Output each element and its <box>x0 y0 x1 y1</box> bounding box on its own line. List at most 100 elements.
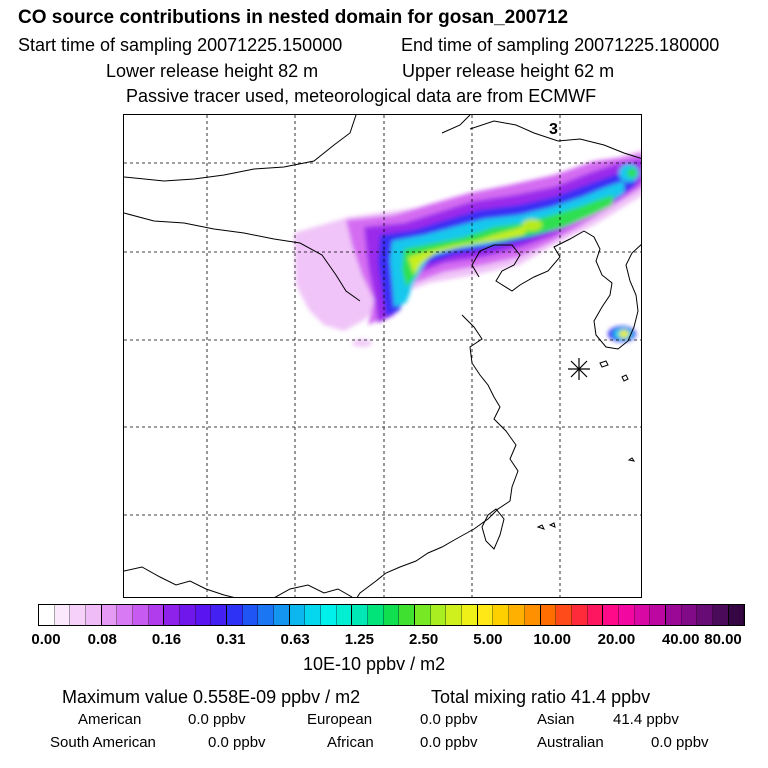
region-name-asian: Asian <box>537 711 575 728</box>
small-island-a <box>621 374 629 382</box>
northeast-border <box>441 115 641 159</box>
small-island-b <box>627 457 636 462</box>
colorbar-segment <box>101 605 118 625</box>
korea-coastline <box>583 230 641 350</box>
china-coastline <box>356 314 519 597</box>
plume-core-north-inner <box>627 168 637 178</box>
colorbar-segment <box>289 605 306 625</box>
graticule <box>124 115 641 597</box>
colorbar-segment <box>509 605 525 625</box>
colorbar-unit: 10E-10 ppbv / m2 <box>303 654 446 674</box>
plume-yellowgreen <box>408 225 529 275</box>
total-mixing-ratio: Total mixing ratio 41.4 ppbv <box>431 687 651 707</box>
colorbar-segment <box>493 605 510 625</box>
map-title: CO source contributions in nested domain… <box>18 7 569 28</box>
station-asterisk-marker <box>568 358 590 380</box>
colorbar-segment <box>540 605 557 625</box>
colorbar-tick-label: 1.25 <box>344 631 374 648</box>
colorbar-segment <box>697 605 713 625</box>
colorbar-segment <box>415 605 431 625</box>
southwest-border <box>124 566 235 597</box>
region-value-australian: 0.0 ppbv <box>651 734 709 751</box>
colorbar-segment <box>556 605 572 625</box>
colorbar-tick-label: 0.31 <box>216 631 246 648</box>
region-value-american: 0.0 ppbv <box>188 711 246 728</box>
southern-border <box>274 584 353 597</box>
colorbar-segment <box>211 605 228 625</box>
small-island-c <box>536 524 545 530</box>
colorbar-segment <box>54 605 71 625</box>
region-value-african: 0.0 ppbv <box>420 734 478 751</box>
map-panel: 3 <box>123 114 642 598</box>
colorbar-tick-label: 0.16 <box>151 631 182 648</box>
colorbar-segment <box>336 605 353 625</box>
colorbar-segment <box>681 605 698 625</box>
colorbar-segment <box>148 605 165 625</box>
region-name-south-american: South American <box>50 734 156 751</box>
lower-release-height-label: Lower release height 82 m <box>106 61 319 81</box>
colorbar-segment <box>446 605 463 625</box>
start-time-label: Start time of sampling 20071225.150000 <box>18 35 343 55</box>
colorbar-segment <box>180 605 196 625</box>
colorbar-segment <box>321 605 337 625</box>
tracer-note: Passive tracer used, meteorological data… <box>126 86 597 106</box>
colorbar <box>38 604 745 626</box>
colorbar-tick-label: 2.50 <box>409 631 439 648</box>
colorbar-segment <box>258 605 275 625</box>
region-value-european: 0.0 ppbv <box>420 711 478 728</box>
bohai-coast <box>471 230 585 292</box>
colorbar-segment <box>305 605 322 625</box>
colorbar-segment <box>430 605 447 625</box>
colorbar-segment <box>728 605 745 625</box>
plume-tail-light <box>352 339 372 347</box>
region-name-australian: Australian <box>537 734 604 751</box>
colorbar-segment <box>227 605 243 625</box>
colorbar-segment <box>634 605 651 625</box>
region-value-south-american: 0.0 ppbv <box>208 734 266 751</box>
colorbar-segment <box>39 605 55 625</box>
map-canvas: 3 <box>124 115 641 597</box>
colorbar-segment <box>164 605 181 625</box>
colorbar-tick-label: 40.00 <box>661 631 700 648</box>
colorbar-segment <box>712 605 729 625</box>
colorbar-segment <box>242 605 259 625</box>
colorbar-segment <box>86 605 102 625</box>
plume-west-light <box>297 234 321 246</box>
colorbar-segment <box>399 605 416 625</box>
colorbar-segment <box>524 605 541 625</box>
colorbar-tick-label: 0.63 <box>280 631 310 648</box>
concentration-plume <box>294 150 641 347</box>
colorbar-segment <box>665 605 682 625</box>
colorbar-segment <box>618 605 635 625</box>
colorbar-segment <box>195 605 212 625</box>
hotspot-yellow <box>619 330 629 338</box>
region-name-european: European <box>307 711 373 728</box>
colorbar-segment <box>274 605 290 625</box>
region-value-asian: 41.4 ppbv <box>613 711 679 728</box>
colorbar-segment <box>117 605 134 625</box>
colorbar-segment <box>587 605 604 625</box>
colorbar-tick-label: 0.00 <box>31 631 61 648</box>
colorbar-segment <box>70 605 87 625</box>
taiwan-island <box>481 508 505 550</box>
plume-green <box>402 195 614 287</box>
colorbar-tick-label: 80.00 <box>704 631 742 648</box>
colorbar-tick-label: 10.00 <box>533 631 571 648</box>
colorbar-segment <box>133 605 149 625</box>
north-border <box>124 115 357 182</box>
panel-number: 3 <box>549 121 558 138</box>
colorbar-segment <box>603 605 619 625</box>
colorbar-tick-label: 0.08 <box>87 631 117 648</box>
northwest-border <box>124 212 361 302</box>
colorbar-segment <box>462 605 478 625</box>
colorbar-segment <box>477 605 494 625</box>
colorbar-segment <box>352 605 369 625</box>
maximum-value: Maximum value 0.558E-09 ppbv / m2 <box>62 687 361 707</box>
small-island-d <box>548 522 556 528</box>
plume-core-yellowgreen <box>522 219 542 231</box>
jeju-island <box>599 360 609 368</box>
colorbar-segment <box>368 605 384 625</box>
upper-release-height-label: Upper release height 62 m <box>402 61 615 81</box>
coastlines <box>124 115 641 597</box>
region-name-african: African <box>327 734 374 751</box>
